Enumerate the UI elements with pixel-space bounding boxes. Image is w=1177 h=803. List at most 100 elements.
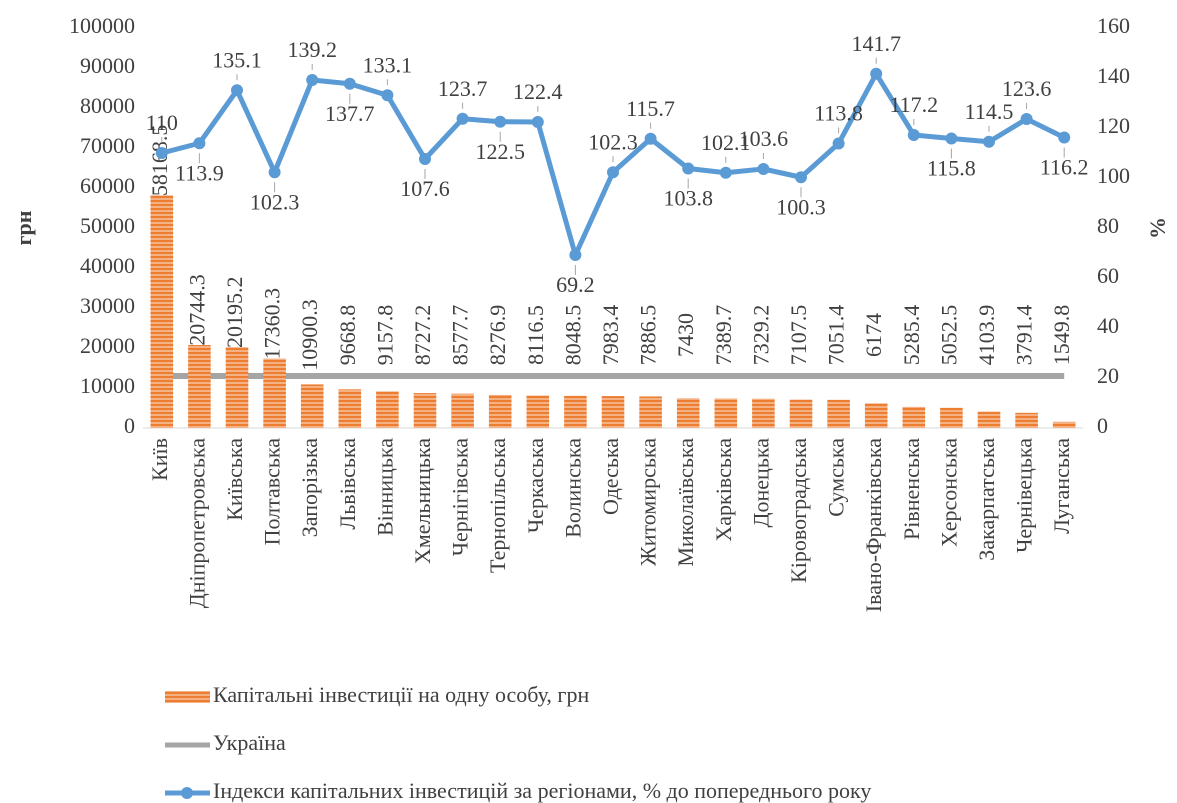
x-tick-label: Одеська xyxy=(598,438,623,515)
y-tick-label: 20000 xyxy=(80,333,135,358)
legend-swatch xyxy=(165,691,210,703)
bar xyxy=(902,406,926,428)
line-marker xyxy=(343,77,356,90)
line-marker xyxy=(907,129,920,141)
bar-label: 7430 xyxy=(673,313,698,357)
bar xyxy=(714,398,738,428)
line-marker xyxy=(381,89,394,102)
y-tick-label: 70000 xyxy=(80,133,135,158)
data-label: 102.3 xyxy=(588,129,638,154)
bar-label: 7107.5 xyxy=(786,305,811,366)
bar-label: 5052.5 xyxy=(936,305,961,366)
bar xyxy=(977,411,1001,428)
y-tick-label: 80000 xyxy=(80,93,135,118)
data-label: 103.8 xyxy=(663,186,713,211)
bar-label: 8276.9 xyxy=(485,305,510,366)
data-label: 113.8 xyxy=(814,101,863,126)
x-tick-label: Чернівецька xyxy=(1012,438,1037,553)
x-tick-label: Львівська xyxy=(335,438,360,530)
bar-label: 3791.4 xyxy=(1012,305,1037,366)
x-tick-label: Дніпропетровська xyxy=(184,438,209,608)
data-label: 137.7 xyxy=(325,101,375,126)
bar-label: 7983.4 xyxy=(598,305,623,366)
bar-label: 1549.8 xyxy=(1049,305,1074,366)
line-marker xyxy=(155,147,168,159)
bar xyxy=(676,398,700,428)
line-marker xyxy=(306,74,319,86)
y2-axis-title: % xyxy=(1145,217,1170,239)
bar-label: 20744.3 xyxy=(184,274,209,346)
line-marker xyxy=(757,163,770,175)
bar xyxy=(300,384,324,428)
line-marker xyxy=(607,166,619,179)
data-label: 115.8 xyxy=(927,156,976,181)
x-tick-label: Хмельницька xyxy=(410,438,435,564)
bar-label: 6174 xyxy=(861,313,886,357)
y2-tick-label: 20 xyxy=(1097,363,1119,388)
line-marker xyxy=(193,137,206,150)
y2-tick-label: 140 xyxy=(1097,63,1130,88)
bar-label: 8116.5 xyxy=(523,305,548,365)
line-marker xyxy=(719,166,732,179)
bar xyxy=(451,393,474,428)
x-tick-label: Вінницька xyxy=(372,438,397,536)
bar xyxy=(263,358,286,428)
data-label: 102.3 xyxy=(250,189,300,214)
data-label: 102.1 xyxy=(701,130,751,155)
line-marker xyxy=(795,171,807,184)
x-tick-label: Харківська xyxy=(711,438,736,542)
legend-label: Капітальні інвестиції на одну особу, грн xyxy=(213,682,589,707)
x-tick-label: Донецька xyxy=(748,438,773,528)
data-label: 113.9 xyxy=(175,160,224,185)
line-marker xyxy=(268,166,281,179)
y-axis-title: грн xyxy=(11,210,36,245)
data-label: 133.1 xyxy=(363,52,413,77)
bar xyxy=(376,391,399,428)
bar-label: 9668.8 xyxy=(335,305,360,366)
bar-label: 8577.7 xyxy=(448,305,473,366)
x-tick-label: Волинська xyxy=(560,438,585,538)
bar-label: 8727.2 xyxy=(410,305,435,366)
y2-tick-label: 120 xyxy=(1097,113,1130,138)
line-marker xyxy=(231,84,243,97)
x-tick-label: Сумська xyxy=(824,438,849,517)
bar xyxy=(752,398,775,428)
bar xyxy=(639,396,662,428)
bar-label: 9157.8 xyxy=(372,305,397,366)
x-tick-label: Чернігівська xyxy=(448,438,473,556)
legend-marker xyxy=(181,787,193,799)
x-tick-label: Луганська xyxy=(1049,438,1074,534)
y-tick-label: 50000 xyxy=(80,213,135,238)
bar-label: 58168.5 xyxy=(147,125,172,197)
data-label: 100.3 xyxy=(776,194,826,219)
y-tick-label: 90000 xyxy=(80,53,135,78)
bar-label: 17360.3 xyxy=(260,288,285,360)
line-marker xyxy=(644,132,657,145)
data-label: 139.2 xyxy=(287,37,337,62)
data-label: 117.2 xyxy=(889,92,938,117)
line-marker xyxy=(569,249,582,261)
line-marker xyxy=(870,67,883,80)
bar-label: 8048.5 xyxy=(560,305,585,366)
legend-label: Індекси капітальних інвестицій за регіон… xyxy=(213,778,871,803)
x-tick-label: Херсонська xyxy=(936,438,961,547)
bar xyxy=(601,396,625,428)
bar xyxy=(150,195,174,428)
line-marker xyxy=(419,153,431,165)
x-tick-label: Миколаївська xyxy=(673,438,698,567)
y-tick-label: 30000 xyxy=(80,293,135,318)
bar-label: 7329.2 xyxy=(748,305,773,366)
bar xyxy=(225,347,249,428)
line-marker xyxy=(1020,113,1033,125)
data-label: 122.5 xyxy=(475,139,525,164)
bar xyxy=(1052,421,1076,428)
x-tick-label: Кіровоградська xyxy=(786,438,811,583)
data-label: 69.2 xyxy=(556,272,595,297)
x-tick-label: Запорізька xyxy=(297,438,322,537)
data-label: 107.6 xyxy=(400,176,450,201)
data-label: 114.5 xyxy=(965,99,1014,124)
line-marker xyxy=(682,162,695,175)
legend-label: Україна xyxy=(213,730,286,755)
bar-label: 20195.2 xyxy=(222,276,247,348)
x-tick-label: Полтавська xyxy=(260,438,285,546)
